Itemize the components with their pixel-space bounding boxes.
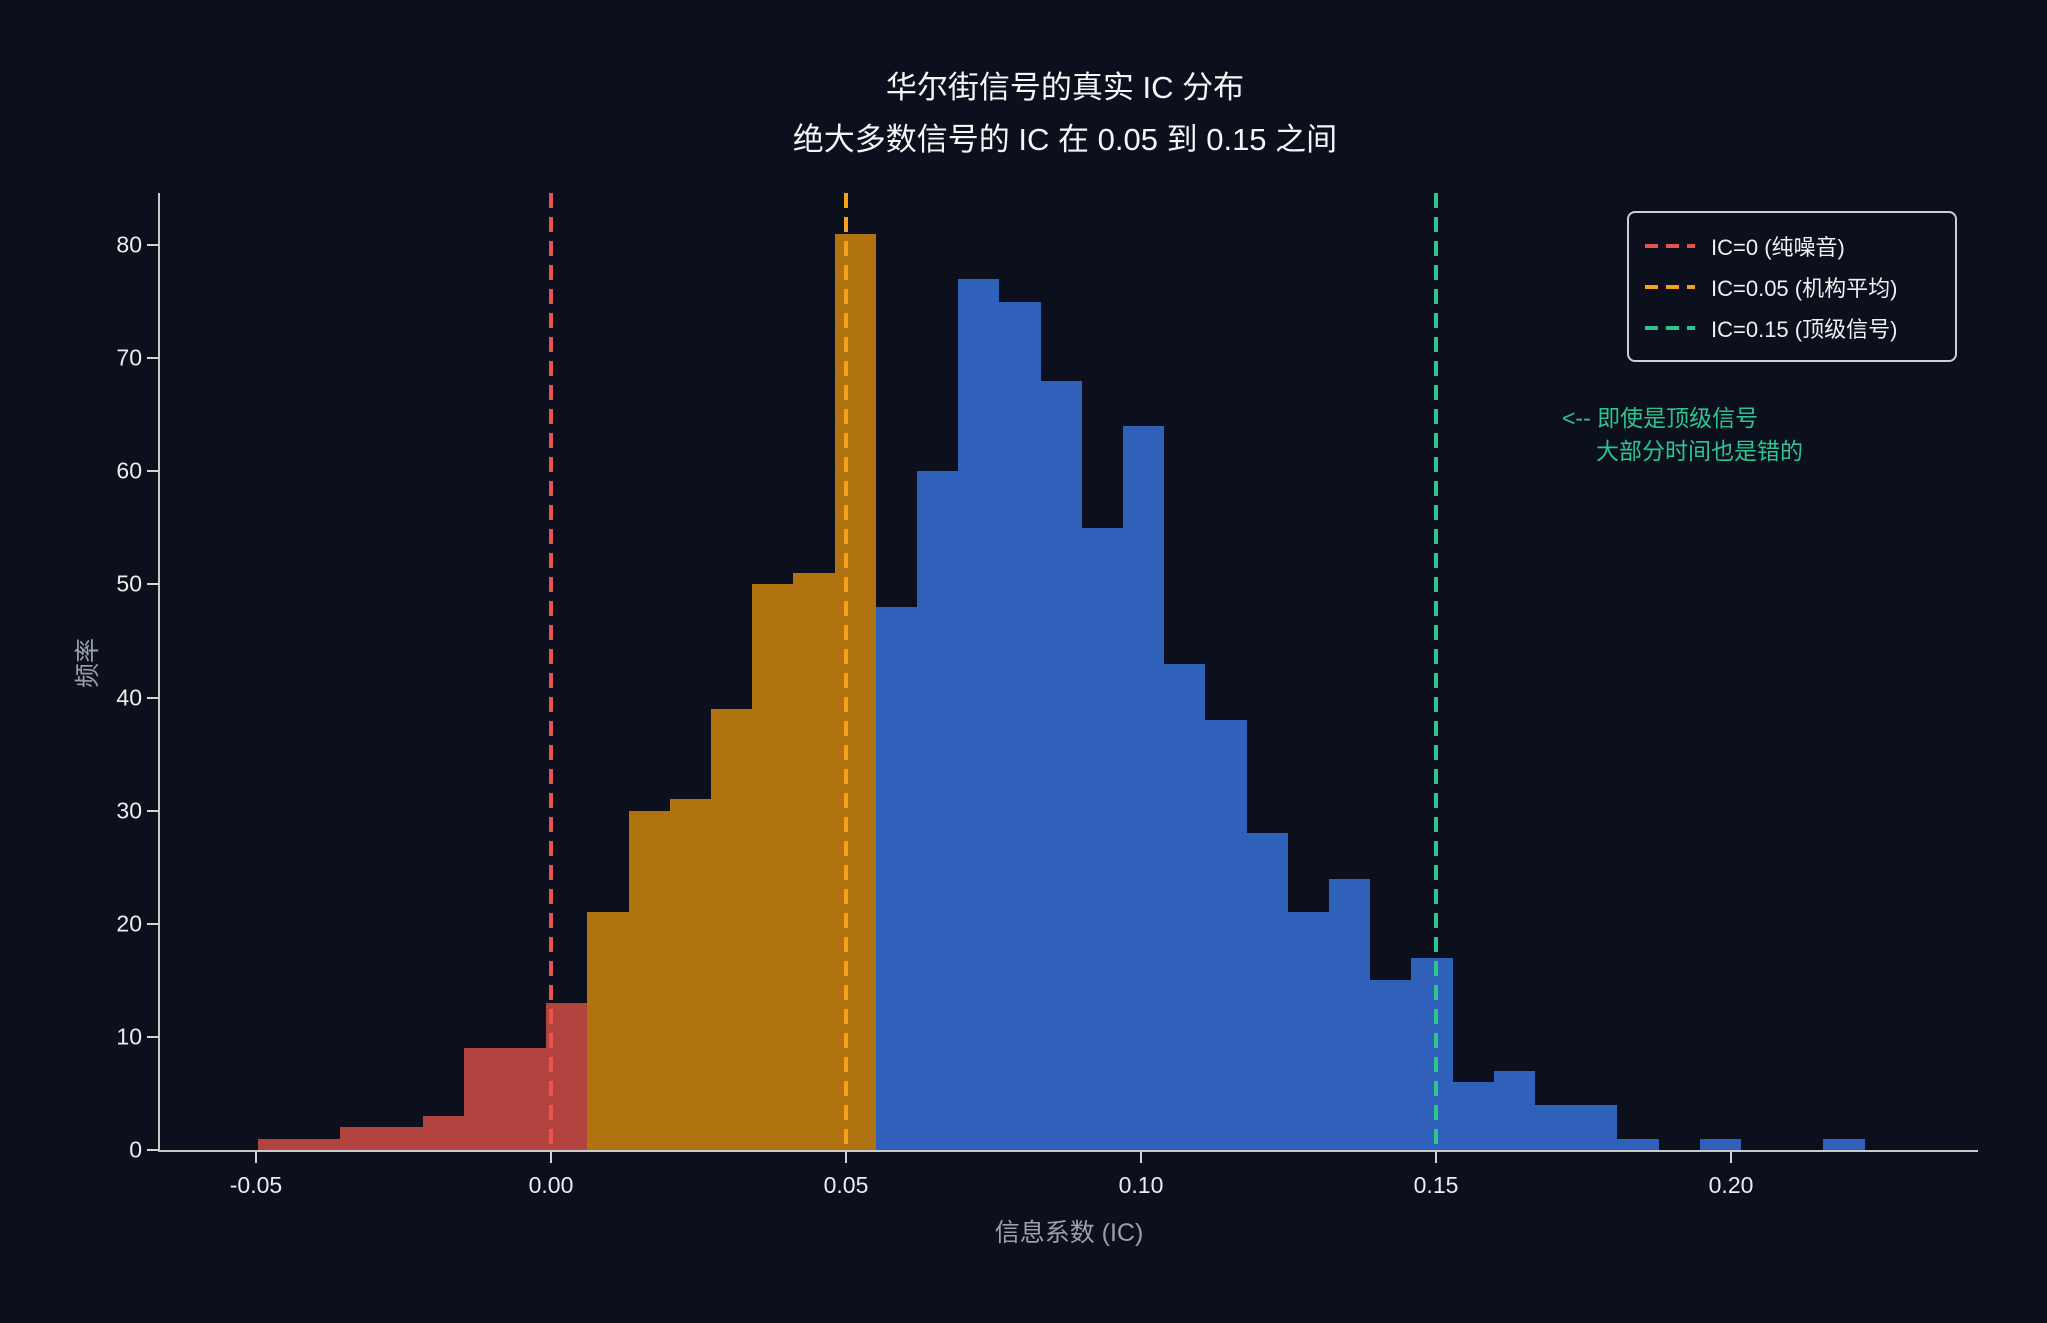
histogram-bar-ic-above-0.05: [1246, 833, 1288, 1150]
histogram-bar-ic-above-0.05: [1823, 1138, 1865, 1150]
x-tick-label: 0.20: [1708, 1172, 1754, 1198]
histogram-bar-ic-below-0: [463, 1048, 505, 1150]
histogram-bar-ic-0-to-0.05: [752, 584, 794, 1150]
x-tick-label: 0.10: [1118, 1172, 1164, 1198]
y-tick-label: 50: [116, 570, 142, 597]
histogram-bar-ic-above-0.05: [1122, 426, 1165, 1150]
y-axis-label: 频率: [74, 637, 102, 689]
histogram-bar-ic-above-0.05: [1699, 1138, 1741, 1150]
histogram-bar-ic-below-0: [257, 1138, 299, 1150]
legend-dash-swatch: [1645, 284, 1695, 289]
annotation-top-signal: <-- 即使是顶级信号 大部分时间也是错的: [1562, 402, 1803, 468]
x-tick-label: 0.15: [1413, 1172, 1459, 1198]
x-tick-mark: [1730, 1152, 1733, 1163]
legend: IC=0 (纯噪音) IC=0.05 (机构平均) IC=0.15 (顶级信号): [1627, 211, 1957, 362]
y-tick-label: 30: [116, 797, 142, 824]
x-tick-mark: [845, 1152, 847, 1163]
y-tick-label: 20: [116, 910, 142, 937]
histogram-bar-ic-above-0.05: [1287, 912, 1329, 1150]
annotation-line1: <-- 即使是顶级信号: [1562, 405, 1759, 431]
y-tick-mark: [147, 809, 158, 812]
x-axis-label: 信息系数 (IC): [994, 1219, 1144, 1247]
vline-ic-0.05: [844, 193, 848, 1150]
histogram-bar-ic-above-0.05: [1164, 663, 1206, 1150]
histogram-bar-ic-below-0: [298, 1138, 341, 1150]
chart-title-line2: 绝大多数信号的 IC 在 0.05 到 0.15 之间: [792, 122, 1338, 157]
histogram-bar-ic-above-0.05: [1576, 1104, 1618, 1150]
x-tick-mark: [1140, 1152, 1142, 1163]
y-tick-mark: [147, 244, 158, 247]
y-tick-mark: [147, 470, 158, 473]
y-tick-label: 0: [129, 1136, 142, 1163]
histogram-bar-ic-above-0.05: [875, 607, 917, 1150]
histogram-bar-ic-above-0.05: [1617, 1138, 1659, 1150]
x-tick-mark: [254, 1152, 257, 1163]
chart-title: 华尔街信号的真实 IC 分布 绝大多数信号的 IC 在 0.05 到 0.15 …: [0, 62, 2047, 166]
legend-label: IC=0.15 (顶级信号): [1711, 316, 1898, 342]
y-tick-label: 40: [116, 684, 142, 711]
x-tick-label: -0.05: [229, 1172, 283, 1198]
y-tick-label: 10: [116, 1023, 142, 1050]
histogram-bar-ic-above-0.05: [958, 278, 1000, 1150]
y-tick-mark: [147, 583, 158, 586]
y-tick-mark: [147, 1149, 158, 1151]
legend-item: IC=0.05 (机构平均): [1645, 266, 1939, 307]
chart-title-line1: 华尔街信号的真实 IC 分布: [885, 70, 1245, 105]
histogram-bar-ic-0-to-0.05: [710, 708, 753, 1150]
histogram-bar-ic-above-0.05: [1040, 380, 1082, 1150]
y-axis-line: [158, 193, 160, 1152]
histogram-bar-ic-above-0.05: [1493, 1070, 1535, 1150]
histogram-bar-ic-below-0: [422, 1116, 464, 1150]
histogram-bar-ic-above-0.05: [1205, 720, 1247, 1150]
histogram-bar-ic-0-to-0.05: [793, 573, 835, 1150]
legend-item: IC=0 (纯噪音): [1645, 225, 1939, 266]
y-tick-mark: [147, 1035, 158, 1038]
x-tick-label: 0.05: [823, 1172, 869, 1198]
histogram-bar-ic-0-to-0.05: [628, 810, 670, 1150]
histogram-bar-ic-above-0.05: [1081, 527, 1123, 1150]
histogram-bar-ic-above-0.05: [999, 301, 1041, 1150]
x-axis-line: [158, 1150, 1978, 1152]
annotation-line2: 大部分时间也是错的: [1596, 438, 1803, 464]
histogram-bar-ic-above-0.05: [1452, 1082, 1494, 1150]
y-tick-mark: [147, 357, 158, 360]
x-tick-label: 0.00: [528, 1172, 574, 1198]
histogram-bar-ic-below-0: [340, 1127, 382, 1150]
vline-ic-0: [549, 193, 553, 1150]
x-tick-mark: [1435, 1152, 1438, 1163]
histogram-bar-ic-above-0.05: [1328, 878, 1371, 1150]
y-tick-mark: [147, 696, 158, 699]
histogram-bar-ic-0-to-0.05: [669, 799, 711, 1150]
legend-dash-swatch: [1645, 325, 1695, 330]
y-tick-label: 60: [116, 457, 142, 484]
histogram-bar-ic-below-0: [504, 1048, 547, 1150]
legend-label: IC=0.05 (机构平均): [1711, 275, 1898, 301]
legend-label: IC=0 (纯噪音): [1711, 234, 1845, 260]
histogram-bar-ic-0-to-0.05: [587, 912, 629, 1150]
y-tick-label: 80: [116, 231, 142, 258]
histogram-bar-ic-0-to-0.05: [834, 233, 876, 1150]
legend-dash-swatch: [1645, 243, 1695, 248]
histogram-bar-ic-below-0: [381, 1127, 423, 1150]
legend-item: IC=0.15 (顶级信号): [1645, 307, 1939, 348]
histogram-bar-ic-above-0.05: [1370, 980, 1412, 1150]
histogram-bar-ic-below-0: [546, 1002, 588, 1150]
x-tick-mark: [550, 1152, 552, 1163]
histogram-bar-ic-above-0.05: [1411, 957, 1453, 1150]
y-tick-mark: [147, 922, 158, 925]
histogram-bar-ic-above-0.05: [1534, 1104, 1577, 1150]
vline-ic-0.15: [1434, 193, 1439, 1150]
histogram-bar-ic-above-0.05: [916, 471, 959, 1150]
y-tick-label: 70: [116, 344, 142, 371]
